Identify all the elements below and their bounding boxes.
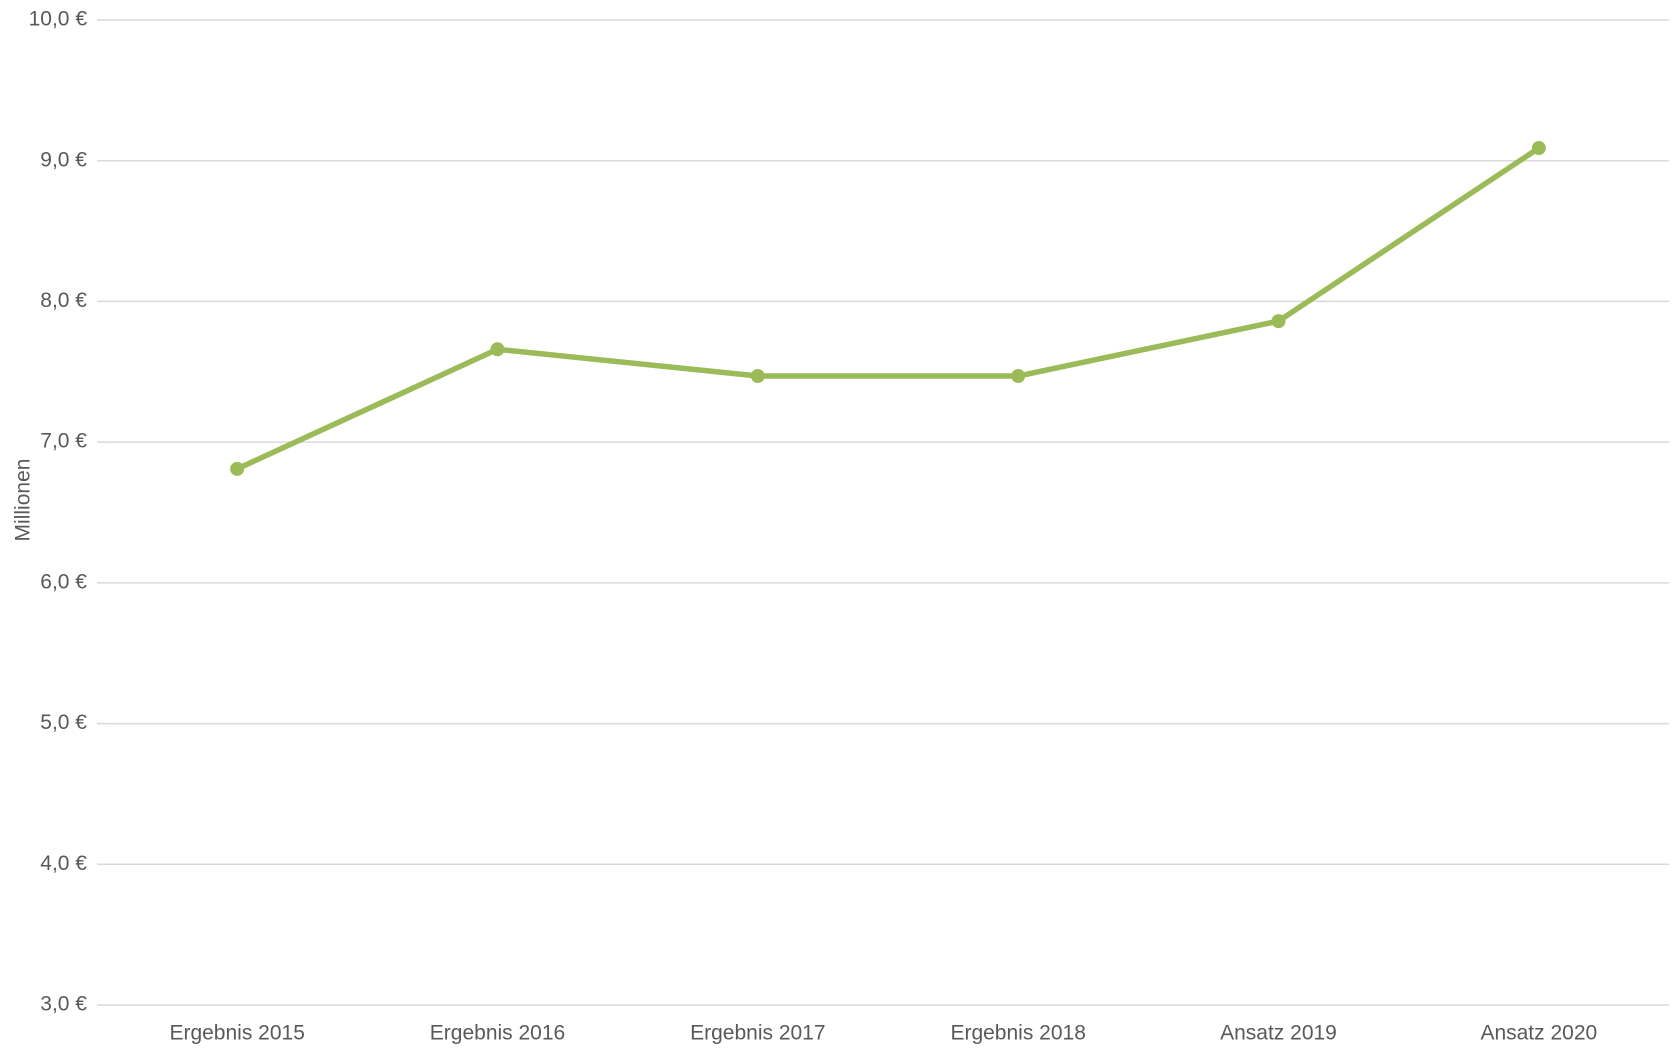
y-tick-label: 9,0 € — [40, 148, 87, 171]
marker — [230, 461, 245, 476]
marker — [1271, 314, 1286, 329]
marker — [1011, 369, 1026, 384]
x-tick-label: Ergebnis 2015 — [169, 1022, 304, 1045]
marker — [1531, 141, 1546, 156]
y-tick-label: 10,0 € — [29, 8, 88, 31]
y-tick-label: 7,0 € — [40, 430, 87, 453]
y-tick-label: 5,0 € — [40, 711, 87, 734]
x-tick-label: Ergebnis 2016 — [430, 1022, 565, 1045]
marker — [490, 342, 505, 357]
marker — [750, 369, 765, 384]
x-tick-label: Ansatz 2019 — [1220, 1022, 1337, 1045]
y-tick-label: 4,0 € — [40, 852, 87, 875]
y-tick-label: 8,0 € — [40, 289, 87, 312]
y-tick-label: 3,0 € — [40, 993, 87, 1016]
y-tick-label: 6,0 € — [40, 570, 87, 593]
x-tick-label: Ergebnis 2018 — [950, 1022, 1085, 1045]
line — [236, 145, 1541, 472]
x-tick-label: Ansatz 2020 — [1480, 1022, 1597, 1045]
y-axis-label: Millionen — [12, 459, 35, 542]
x-tick-label: Ergebnis 2017 — [690, 1022, 825, 1045]
